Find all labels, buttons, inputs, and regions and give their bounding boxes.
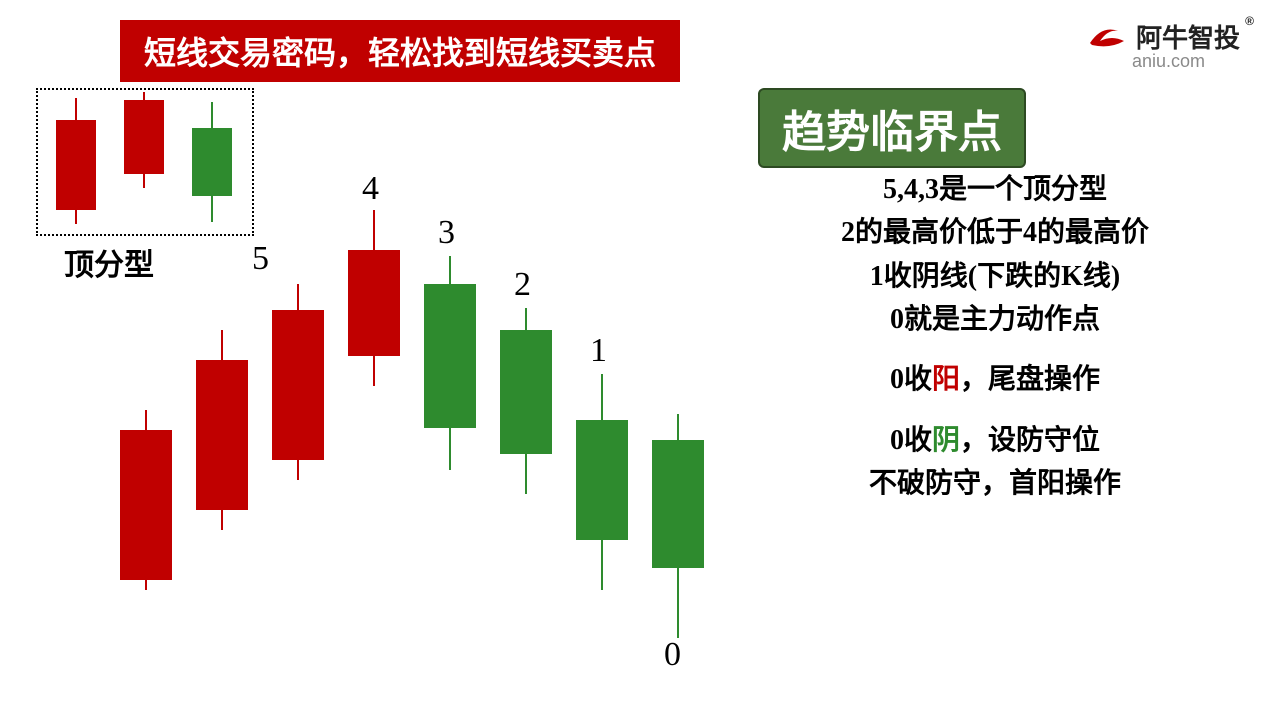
candle: [124, 0, 164, 720]
candle: [424, 0, 476, 720]
candle: [500, 0, 552, 720]
description-block: 5,4,3是一个顶分型2的最高价低于4的最高价1收阴线(下跌的K线)0就是主力动…: [740, 168, 1250, 505]
description-line: 2的最高价低于4的最高价: [740, 211, 1250, 254]
candle-label: 1: [590, 332, 607, 370]
candle: [348, 0, 400, 720]
description-line: 不破防守，首阳操作: [740, 462, 1250, 505]
candle: [56, 0, 96, 720]
description-line: 0收阴，设防守位: [740, 419, 1250, 462]
description-line: 0就是主力动作点: [740, 298, 1250, 341]
green-banner: 趋势临界点: [758, 88, 1026, 168]
logo: 阿牛智投® aniu.com: [1088, 18, 1240, 72]
description-line: 0收阳，尾盘操作: [740, 358, 1250, 401]
description-line: 1收阴线(下跌的K线): [740, 255, 1250, 298]
candle: [192, 0, 232, 720]
candle: [272, 0, 324, 720]
description-line: 5,4,3是一个顶分型: [740, 168, 1250, 211]
description-line: [740, 402, 1250, 419]
candle-label: 4: [362, 170, 379, 208]
candle-label: 5: [252, 240, 269, 278]
logo-brand: 阿牛智投®: [1136, 18, 1240, 55]
candle-label: 2: [514, 266, 531, 304]
candle-label: 0: [664, 636, 681, 674]
description-line: [740, 342, 1250, 359]
candle-label: 3: [438, 214, 455, 252]
logo-swoosh-icon: [1088, 21, 1128, 53]
candle: [652, 0, 704, 720]
